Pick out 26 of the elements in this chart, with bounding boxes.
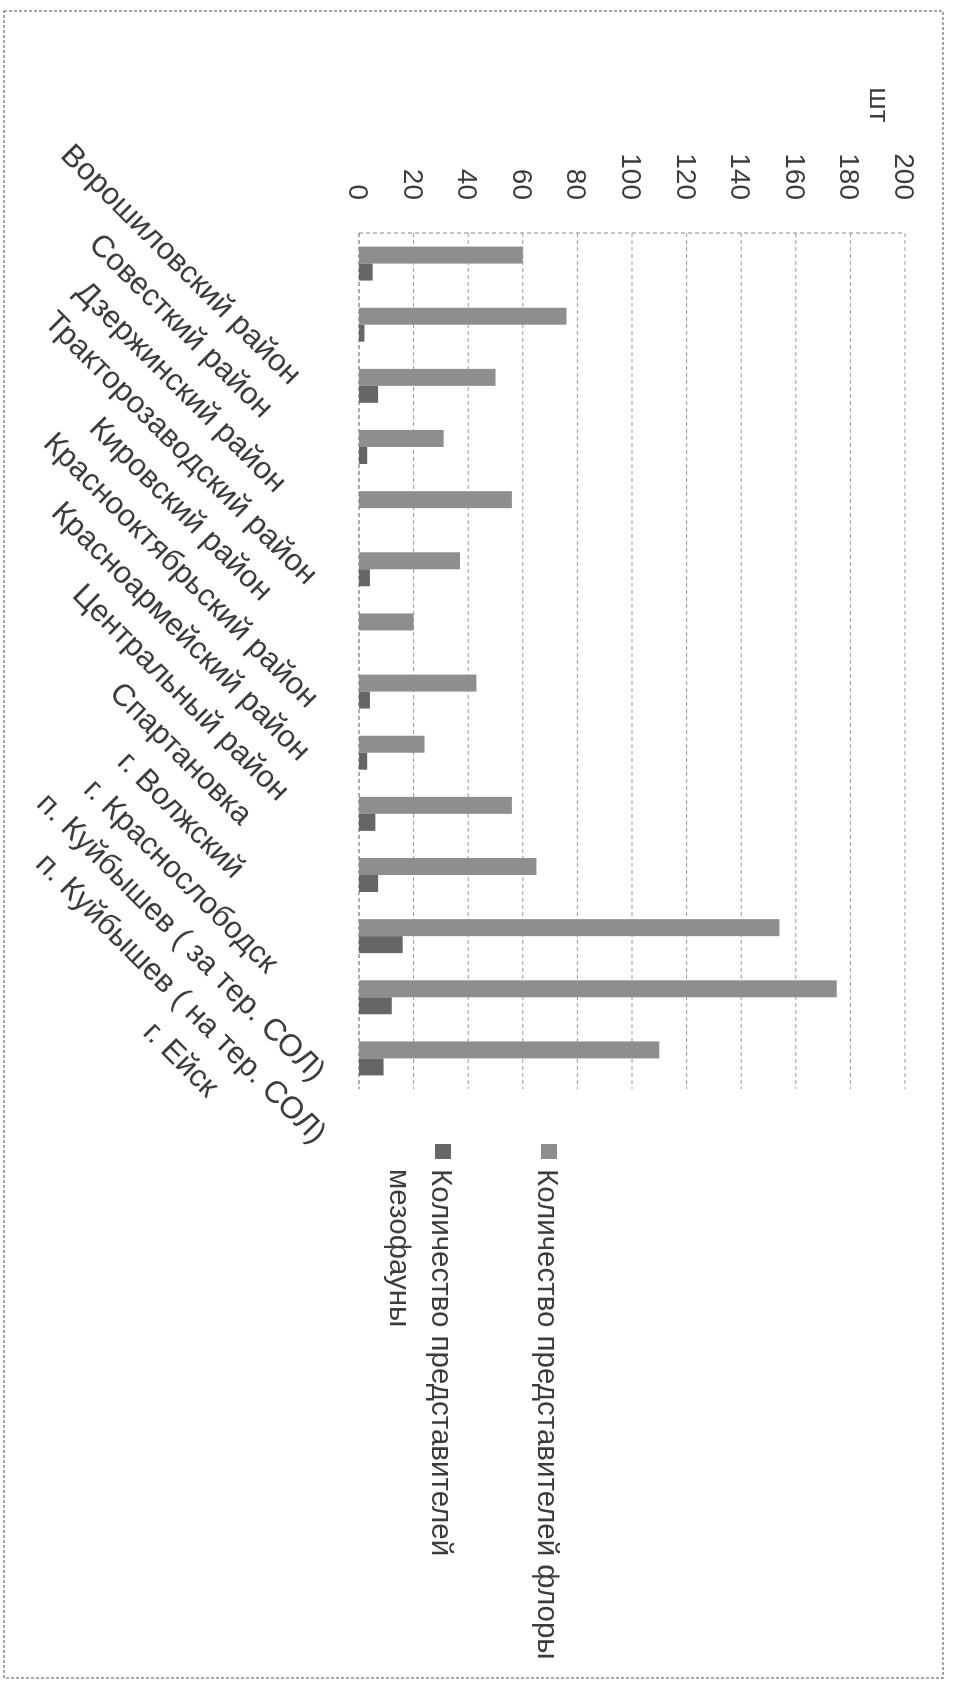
bar bbox=[359, 997, 392, 1015]
x2-tick-label: 120 bbox=[671, 153, 703, 200]
bar bbox=[359, 263, 373, 281]
bar bbox=[359, 936, 403, 954]
bar bbox=[359, 875, 379, 892]
x2-tick-label: 140 bbox=[725, 153, 757, 200]
bar bbox=[359, 813, 376, 831]
x2-tick-label: 60 bbox=[507, 168, 539, 200]
x2-tick-label: 40 bbox=[452, 168, 484, 200]
x2-tick-label: 0 bbox=[343, 184, 375, 200]
x2-tick-label: 20 bbox=[398, 168, 430, 200]
bar bbox=[359, 569, 370, 587]
bar bbox=[359, 447, 368, 464]
bar bbox=[359, 1058, 384, 1076]
legend-label: Количество представителей мезофауны bbox=[384, 1169, 460, 1557]
x2-tick-label: 200 bbox=[889, 153, 921, 200]
x2-tick-label: 160 bbox=[780, 153, 812, 200]
legend-label: Количество представителей флоры bbox=[532, 1169, 566, 1660]
bar bbox=[359, 691, 370, 709]
bar bbox=[359, 324, 365, 342]
bar bbox=[359, 752, 368, 770]
x2-axis-title: шт bbox=[864, 87, 896, 123]
bar bbox=[359, 385, 379, 403]
x2-tick-label: 100 bbox=[616, 153, 648, 200]
x2-tick-label: 180 bbox=[834, 153, 866, 200]
x2-tick-label: 80 bbox=[561, 168, 593, 200]
